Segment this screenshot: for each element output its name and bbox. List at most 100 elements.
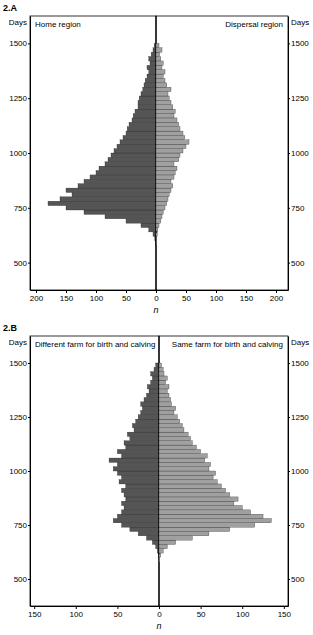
x-axis: 200150100500 [30, 290, 159, 303]
bar [136, 419, 159, 423]
bar [78, 184, 156, 188]
x-tick: 200 [30, 290, 44, 303]
x-tick: 50 [122, 290, 131, 303]
x-tick: 50 [197, 606, 206, 619]
bar [66, 206, 156, 210]
x-tick-label: 100 [236, 610, 250, 619]
x-tick: 50 [182, 290, 191, 303]
bar [117, 144, 156, 148]
bar [124, 493, 159, 497]
y-tick-label: 750 [14, 521, 28, 530]
x-tick-mark [96, 290, 97, 293]
y-tick-mark [288, 471, 290, 472]
bar [156, 153, 180, 157]
chart: 50100150200500750100012501500Dispersal r… [156, 16, 309, 303]
bar [114, 149, 156, 153]
y-tick-label: 750 [291, 204, 305, 213]
x-axis-line [31, 290, 157, 291]
bar [159, 432, 188, 436]
y-axis-line [288, 17, 289, 291]
bars [156, 43, 189, 245]
bar [153, 232, 156, 236]
bar [159, 562, 160, 566]
bar [159, 549, 163, 553]
bar [159, 527, 230, 531]
y-tick-label: 1500 [9, 39, 27, 48]
bar [159, 493, 230, 497]
bar [156, 135, 185, 139]
x-tick-mark [216, 290, 217, 293]
bar [159, 393, 169, 397]
bar [139, 96, 156, 100]
bar [156, 201, 167, 205]
bar [159, 454, 207, 458]
bars [159, 363, 271, 562]
y-axis: 500750100012501500 [288, 17, 309, 291]
y-axis: 500750100012501500 [9, 17, 30, 291]
bar [141, 223, 156, 227]
y-tick-mark [28, 471, 30, 472]
bar [159, 506, 242, 510]
bar [117, 449, 159, 453]
bar [159, 415, 177, 419]
x-tick-label: 50 [197, 610, 206, 619]
bar [133, 114, 156, 118]
bar [159, 376, 167, 380]
y-tick-label: 500 [291, 575, 305, 584]
y-tick-label: 1000 [291, 149, 309, 158]
bar [159, 398, 171, 402]
y-tick: 750 [14, 204, 30, 213]
bar [113, 519, 159, 523]
x-tick-label: 0 [154, 294, 159, 303]
y-axis: 500750100012501500 [288, 337, 309, 607]
bar [147, 385, 159, 389]
y-tick: 1250 [9, 94, 30, 103]
bar [126, 131, 156, 135]
bar [149, 389, 159, 393]
bar [66, 188, 156, 192]
bar [127, 127, 156, 131]
y-tick-mark [288, 98, 290, 99]
bar [141, 92, 156, 96]
x-tick-mark [76, 606, 77, 609]
x-tick-label: 150 [278, 610, 292, 619]
y-tick-mark [288, 525, 290, 526]
bar [156, 210, 163, 214]
bar [138, 105, 156, 109]
x-tick-label: 200 [30, 294, 44, 303]
y-tick-mark [288, 153, 290, 154]
x-tick: 0 [157, 606, 162, 619]
bar [159, 363, 161, 367]
y-tick-mark [28, 417, 30, 418]
y-tick-label: 1250 [9, 94, 27, 103]
x-axis: 150100500 [28, 606, 162, 619]
y-tick-mark [288, 43, 290, 44]
bar [149, 228, 156, 232]
bar [141, 402, 159, 406]
bar [122, 475, 159, 479]
y-tick-mark [28, 208, 30, 209]
bar [159, 441, 192, 445]
bar [48, 201, 156, 205]
bar [151, 372, 159, 376]
x-axis: 50 100 150 [160, 606, 292, 619]
bar [156, 245, 157, 249]
x-tick: 200 [270, 290, 284, 303]
x-axis-line [160, 606, 289, 607]
bar [159, 471, 216, 475]
bar [154, 367, 159, 371]
bar [156, 43, 159, 47]
bar [156, 232, 157, 236]
y-tick: 1250 [288, 94, 309, 103]
bar [108, 157, 156, 161]
y-tick: 1250 [9, 413, 30, 422]
bar [135, 109, 156, 113]
chart-title: Same farm for birth and calving [172, 340, 283, 349]
bar [156, 87, 171, 91]
bar [126, 497, 159, 501]
bar [156, 70, 165, 74]
y-tick-mark [28, 98, 30, 99]
bar [156, 74, 163, 78]
y-tick: 1500 [288, 39, 309, 48]
x-tick-mark [246, 290, 247, 293]
